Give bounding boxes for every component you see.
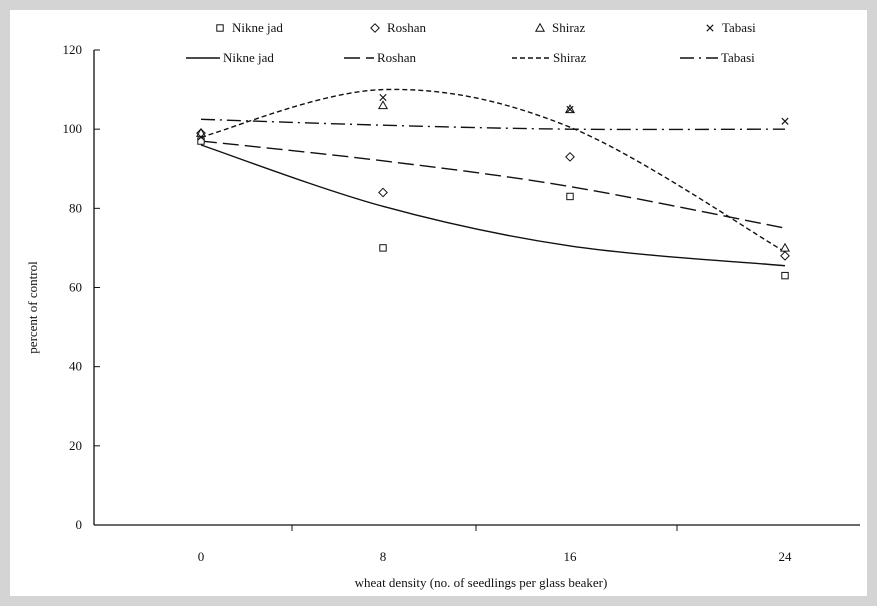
legend-marker-tabasi	[706, 24, 714, 32]
trendline-shiraz	[200, 88, 786, 253]
trendlines	[200, 88, 786, 267]
trendline-tabasi	[200, 118, 786, 131]
legend-label: Roshan	[377, 50, 417, 65]
x-tick-label: 8	[380, 549, 387, 564]
point-roshan	[565, 151, 575, 162]
line-chart: 0 20 40 60 80 100 120 0 8 16 24 Nikne jad Roshan Shi…	[25, 20, 860, 590]
y-tick-label: 120	[63, 42, 83, 57]
y-axis-title: percent of control	[25, 261, 40, 354]
axes: 0 20 40 60 80 100 120 0 8 16 24	[63, 42, 860, 564]
x-tick-label: 16	[564, 549, 578, 564]
legend: Nikne jad Roshan Shiraz Tabasi Nikne jad Rosh…	[186, 20, 756, 65]
x-tick-label: 0	[198, 549, 205, 564]
point-roshan	[780, 250, 790, 261]
point-tabasi	[379, 93, 387, 102]
trendline-nikne-jad	[200, 144, 786, 267]
point-nikne-jad	[379, 244, 387, 252]
legend-marker-roshan	[370, 23, 380, 33]
legend-marker-shiraz	[534, 22, 546, 32]
legend-label: Shiraz	[552, 20, 585, 35]
legend-label: Tabasi	[721, 50, 755, 65]
point-tabasi	[781, 117, 789, 125]
y-tick-label: 20	[69, 438, 82, 453]
trendline-roshan	[200, 140, 786, 229]
y-tick-label: 80	[69, 200, 82, 215]
legend-label: Shiraz	[553, 50, 586, 65]
y-tick-label: 100	[63, 121, 83, 136]
x-tick-label: 24	[779, 549, 793, 564]
y-tick-label: 0	[76, 517, 83, 532]
legend-label: Nikne jad	[223, 50, 274, 65]
point-nikne-jad	[566, 192, 574, 201]
y-tick-label: 60	[69, 280, 82, 295]
legend-label: Nikne jad	[232, 20, 283, 35]
legend-marker-nikne-jad	[216, 24, 224, 32]
x-axis-title: wheat density (no. of seedlings per glas…	[355, 575, 608, 590]
data-markers	[195, 93, 791, 280]
legend-label: Tabasi	[722, 20, 756, 35]
point-tabasi	[566, 105, 574, 113]
point-shiraz	[779, 242, 791, 252]
point-shiraz	[377, 100, 389, 110]
point-tabasi	[197, 133, 205, 141]
chart-frame: 0 20 40 60 80 100 120 0 8 16 24 Nikne jad Roshan Shi…	[10, 10, 867, 596]
y-tick-label: 40	[69, 359, 82, 374]
point-roshan	[378, 187, 388, 198]
legend-label: Roshan	[387, 20, 427, 35]
point-nikne-jad	[781, 271, 789, 280]
